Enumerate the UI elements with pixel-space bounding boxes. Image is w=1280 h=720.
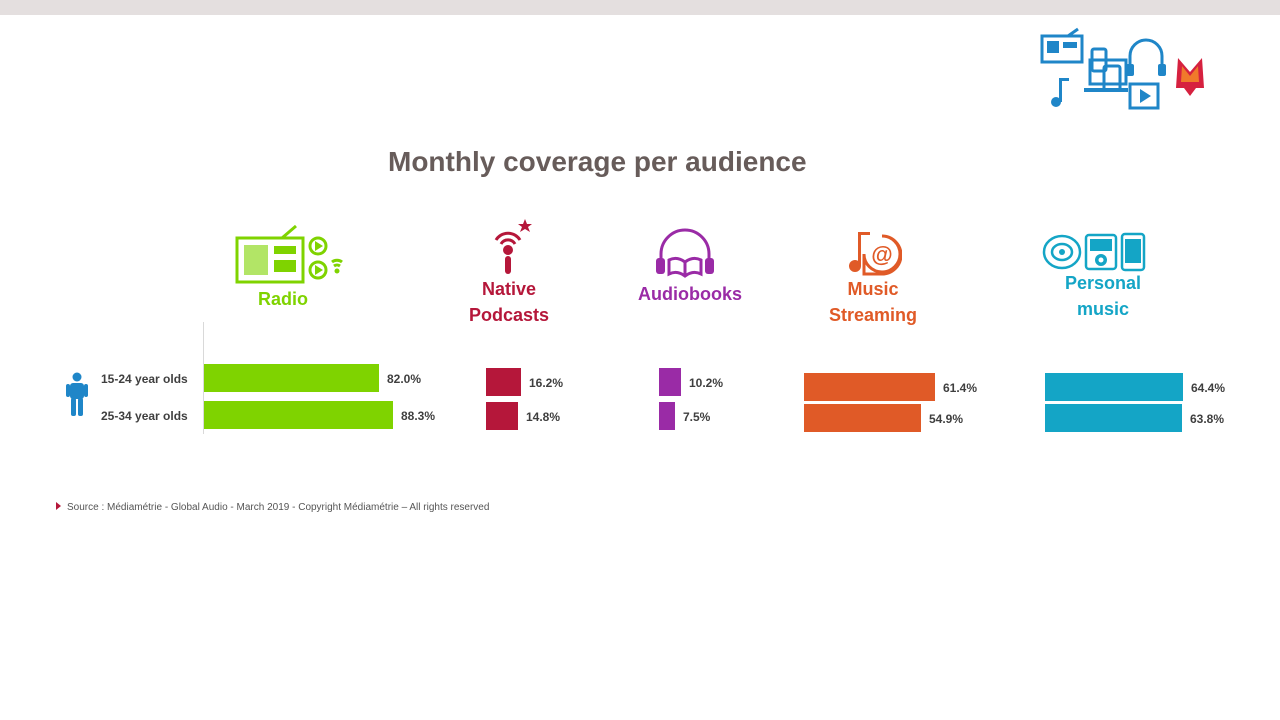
svg-text:@: @ (871, 242, 892, 267)
label-native-podcasts: Native Podcasts (468, 279, 550, 325)
value-label-personal-music-15-24: 64.4% (1191, 381, 1226, 395)
row-label-15-24: 15-24 year olds (101, 372, 188, 386)
radio-icon (235, 224, 343, 284)
value-label-music-streaming-15-24: 61.4% (943, 381, 978, 395)
value-label-native-podcasts-15-24: 16.2% (529, 376, 564, 390)
bar-radio-25-34 (204, 401, 393, 429)
label-radio: Radio (257, 289, 308, 309)
headphones-book-icon (656, 228, 714, 278)
bar-audiobooks-25-34 (659, 402, 675, 430)
value-label-native-podcasts-25-34: 14.8% (526, 410, 561, 424)
row-label-25-34: 25-34 year olds (101, 409, 188, 423)
value-label-radio-15-24: 82.0% (387, 372, 422, 386)
bar-personal-music-25-34 (1045, 404, 1182, 432)
microphone-signal-icon (494, 219, 532, 274)
label-personal-music: Personal music (1064, 273, 1142, 319)
value-label-audiobooks-15-24: 10.2% (689, 376, 724, 390)
bar-audiobooks-15-24 (659, 368, 681, 396)
label-music-streaming: Music Streaming (828, 279, 918, 325)
value-label-personal-music-25-34: 63.8% (1190, 412, 1225, 426)
bar-music-streaming-15-24 (804, 373, 935, 401)
mediametrie-logo-icon (1040, 27, 1204, 110)
bar-music-streaming-25-34 (804, 404, 921, 432)
source-note: Source : Médiamétrie - Global Audio - Ma… (56, 502, 489, 513)
value-label-audiobooks-25-34: 7.5% (683, 410, 711, 424)
bar-personal-music-15-24 (1045, 373, 1183, 401)
label-audiobooks: Audiobooks (638, 284, 742, 304)
axis-line (203, 322, 204, 434)
person-icon (66, 372, 88, 416)
top-bar (0, 0, 1280, 15)
chart-title: Monthly coverage per audience (388, 146, 807, 177)
value-label-music-streaming-25-34: 54.9% (929, 412, 964, 426)
bar-native-podcasts-25-34 (486, 402, 518, 430)
source-text: Source : Médiamétrie - Global Audio - Ma… (67, 502, 490, 513)
bar-native-podcasts-15-24 (486, 368, 521, 396)
music-note-at-icon: @ (849, 232, 902, 276)
cd-ipod-phone-icon (1042, 232, 1146, 272)
bullet-triangle-icon (56, 502, 61, 510)
bar-radio-15-24 (204, 364, 379, 392)
value-label-radio-25-34: 88.3% (401, 409, 436, 423)
